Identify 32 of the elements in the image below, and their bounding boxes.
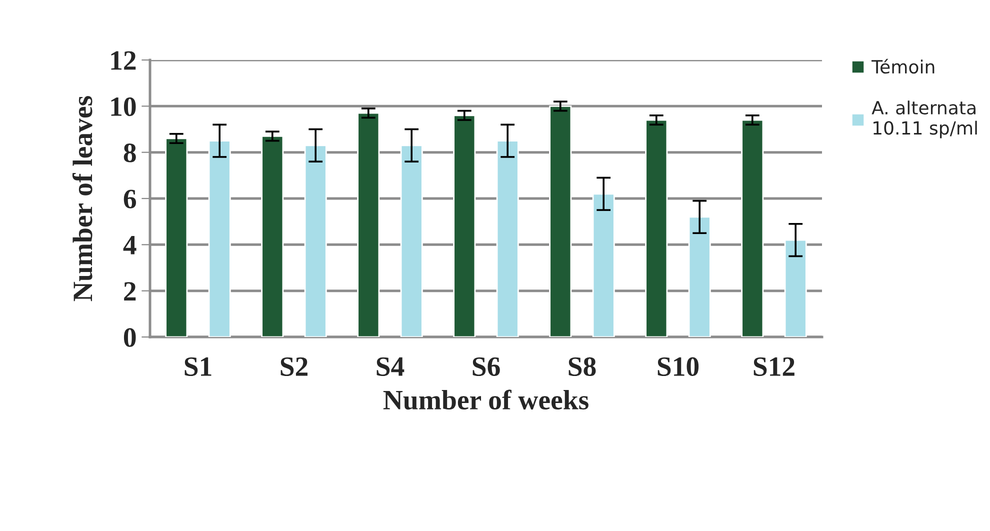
y-tick-label: 2 bbox=[124, 282, 136, 300]
y-tick-label: 4 bbox=[123, 236, 136, 254]
x-tick-label: S6 bbox=[472, 357, 500, 376]
y-axis-title: Number of leaves bbox=[72, 96, 92, 302]
y-tick-label: 12 bbox=[111, 51, 136, 70]
bar bbox=[645, 119, 668, 337]
x-tick-label: S1 bbox=[184, 357, 212, 376]
bar bbox=[208, 140, 231, 337]
bar bbox=[453, 114, 476, 337]
x-tick-label: S10 bbox=[658, 357, 699, 376]
legend-label: A. alternata 10.11 sp/ml bbox=[872, 100, 977, 138]
legend-label: Témoin bbox=[871, 58, 934, 74]
bar bbox=[688, 216, 711, 337]
x-tick-label: S2 bbox=[280, 357, 308, 376]
bar bbox=[549, 105, 572, 337]
bar bbox=[357, 112, 380, 337]
bar bbox=[400, 144, 423, 337]
y-tick-label: 8 bbox=[124, 144, 136, 162]
x-tick-label: S12 bbox=[754, 357, 794, 376]
bar bbox=[261, 135, 284, 337]
y-tick-label: 0 bbox=[124, 328, 136, 347]
bar bbox=[784, 239, 807, 337]
bar bbox=[165, 138, 188, 337]
bar bbox=[592, 193, 615, 337]
bar bbox=[304, 144, 327, 337]
x-tick-label: S4 bbox=[376, 357, 404, 376]
x-tick-label: S8 bbox=[568, 357, 596, 376]
y-tick-label: 6 bbox=[124, 190, 136, 208]
bar bbox=[496, 140, 519, 337]
y-tick-label: 10 bbox=[111, 97, 136, 116]
x-axis-title: Number of weeks bbox=[383, 390, 588, 410]
bar bbox=[741, 119, 764, 337]
